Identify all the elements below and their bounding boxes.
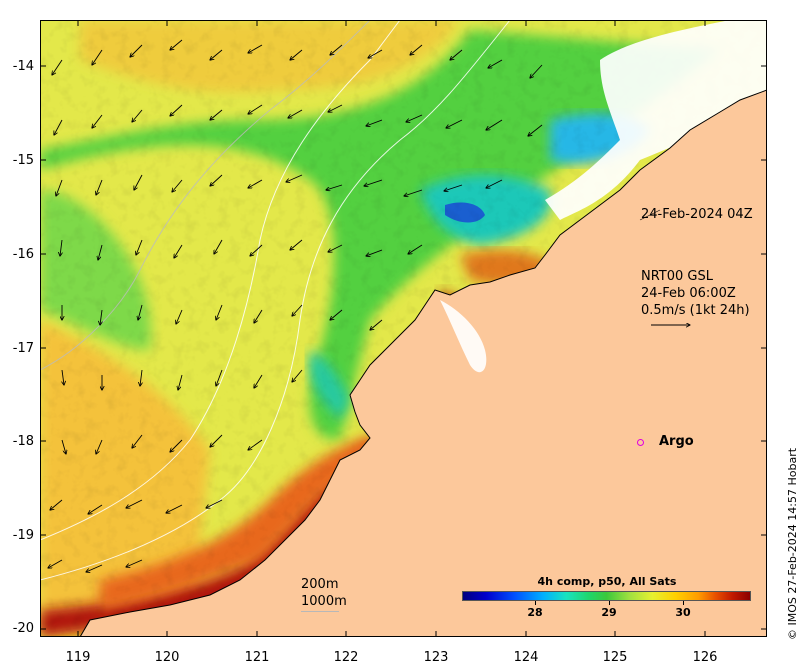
x-tick-label: 120: [154, 650, 180, 665]
isobath-200m: [40, 20, 511, 581]
x-tick-label: 122: [333, 650, 359, 665]
colorbar-tick-mark: [609, 601, 610, 605]
land: [80, 90, 767, 637]
colorbar-tick-label: 30: [675, 606, 691, 619]
y-tick-label: -19: [12, 528, 34, 543]
colorbar-title: 4h comp, p50, All Sats: [537, 575, 677, 588]
isobath-legend-line: [301, 611, 339, 612]
current-model-label: NRT00 GSL: [641, 269, 713, 284]
y-tick-label: -20: [12, 621, 34, 636]
current-scale-label: 0.5m/s (1kt 24h): [641, 303, 750, 318]
coastline: [79, 89, 767, 637]
current-vectors: [48, 39, 543, 572]
colorbar-tick-label: 29: [601, 606, 617, 619]
cloud-mask: [545, 20, 767, 220]
timestamp-label: 24-Feb-2024 04Z: [641, 207, 753, 222]
colorbar: [462, 591, 751, 601]
map-frame: [40, 20, 767, 637]
colorbar-tick-mark: [683, 601, 684, 605]
x-tick-label: 123: [423, 650, 449, 665]
x-tick-label: 126: [692, 650, 718, 665]
x-tick-label: 119: [65, 650, 91, 665]
y-tick-label: -14: [12, 59, 34, 74]
argo-float-marker: [637, 439, 644, 446]
colorbar-tick-mark: [535, 601, 536, 605]
credit-label: © IMOS 27-Feb-2024 14:57 Hobart: [786, 447, 799, 640]
colorbar-tick-label: 28: [527, 606, 543, 619]
y-tick-label: -18: [12, 434, 34, 449]
y-tick-label: -16: [12, 247, 34, 262]
x-tick-label: 121: [244, 650, 270, 665]
x-tick-label: 125: [602, 650, 628, 665]
king-sound: [440, 300, 487, 373]
isobath-legend-200m: 200m: [301, 577, 339, 592]
x-tick-label: 124: [513, 650, 539, 665]
argo-label: Argo: [659, 434, 694, 449]
isobath-1000m: [40, 20, 401, 541]
y-tick-label: -15: [12, 153, 34, 168]
sst-map: [40, 20, 767, 637]
isobath-legend-1000m: 1000m: [301, 594, 347, 609]
y-tick-label: -17: [12, 341, 34, 356]
timestamp-leader: [639, 209, 661, 221]
isobath-deep: [40, 20, 371, 371]
current-time-label: 24-Feb 06:00Z: [641, 286, 736, 301]
